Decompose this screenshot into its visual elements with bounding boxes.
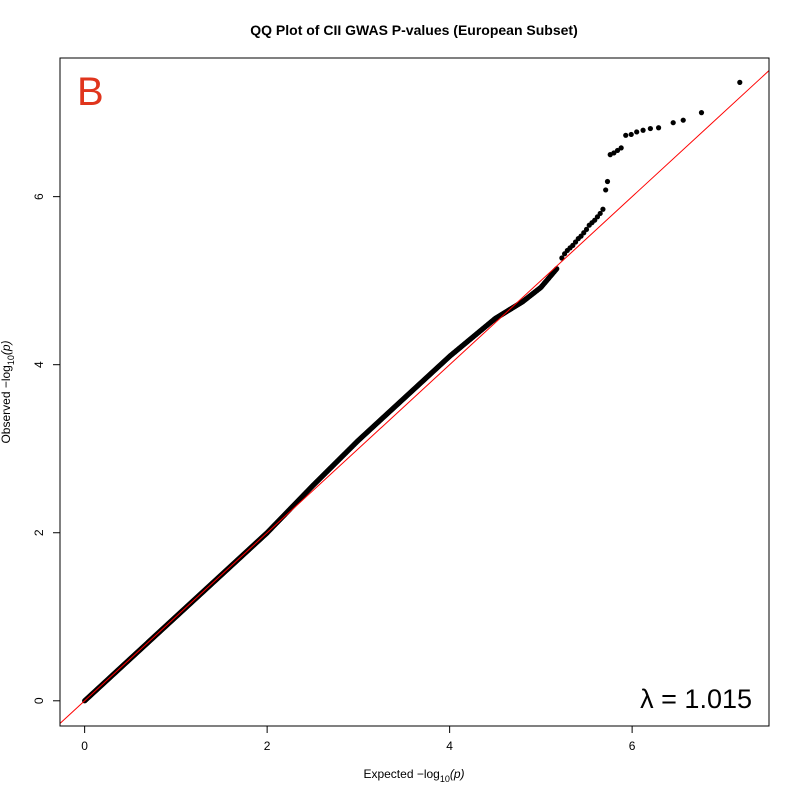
qq-point <box>614 147 621 154</box>
qq-point <box>698 110 705 116</box>
y-tick-label: 2 <box>32 529 46 536</box>
x-tick-label: 2 <box>264 739 271 753</box>
y-tick-label: 4 <box>32 361 46 368</box>
qq-point <box>623 132 629 138</box>
qq-point <box>628 131 634 138</box>
panel-letter: B <box>77 70 104 114</box>
qq-point <box>680 117 686 123</box>
tail-points <box>559 79 743 261</box>
chart-title: QQ Plot of CII GWAS P-values (European S… <box>250 22 577 38</box>
y-tick-label: 0 <box>32 697 46 704</box>
qq-point <box>603 187 609 193</box>
qq-point <box>583 226 590 233</box>
y-tick-label: 6 <box>32 193 46 200</box>
y-axis-label: Observed −log10(p) <box>0 340 16 443</box>
qq-point <box>604 178 611 185</box>
x-tick-label: 6 <box>629 739 636 753</box>
qq-point <box>670 120 676 126</box>
qq-point <box>655 125 662 131</box>
qq-point <box>647 125 653 132</box>
qq-point <box>618 145 624 151</box>
qq-point <box>554 266 560 272</box>
qq-point <box>600 206 606 212</box>
qq-point <box>640 127 646 133</box>
qq-point <box>634 129 640 135</box>
qq-point <box>559 255 565 261</box>
qq-point <box>611 150 617 156</box>
x-axis: 0 2 4 6 <box>81 725 636 753</box>
lambda-annotation: λ = 1.015 <box>640 684 752 714</box>
x-tick-label: 0 <box>81 739 88 753</box>
qq-point <box>737 79 743 85</box>
x-axis-label: Expected −log10(p) <box>363 767 464 784</box>
y-axis: 0 2 4 6 <box>32 193 61 704</box>
qq-point <box>597 210 603 217</box>
x-tick-label: 4 <box>446 739 453 753</box>
